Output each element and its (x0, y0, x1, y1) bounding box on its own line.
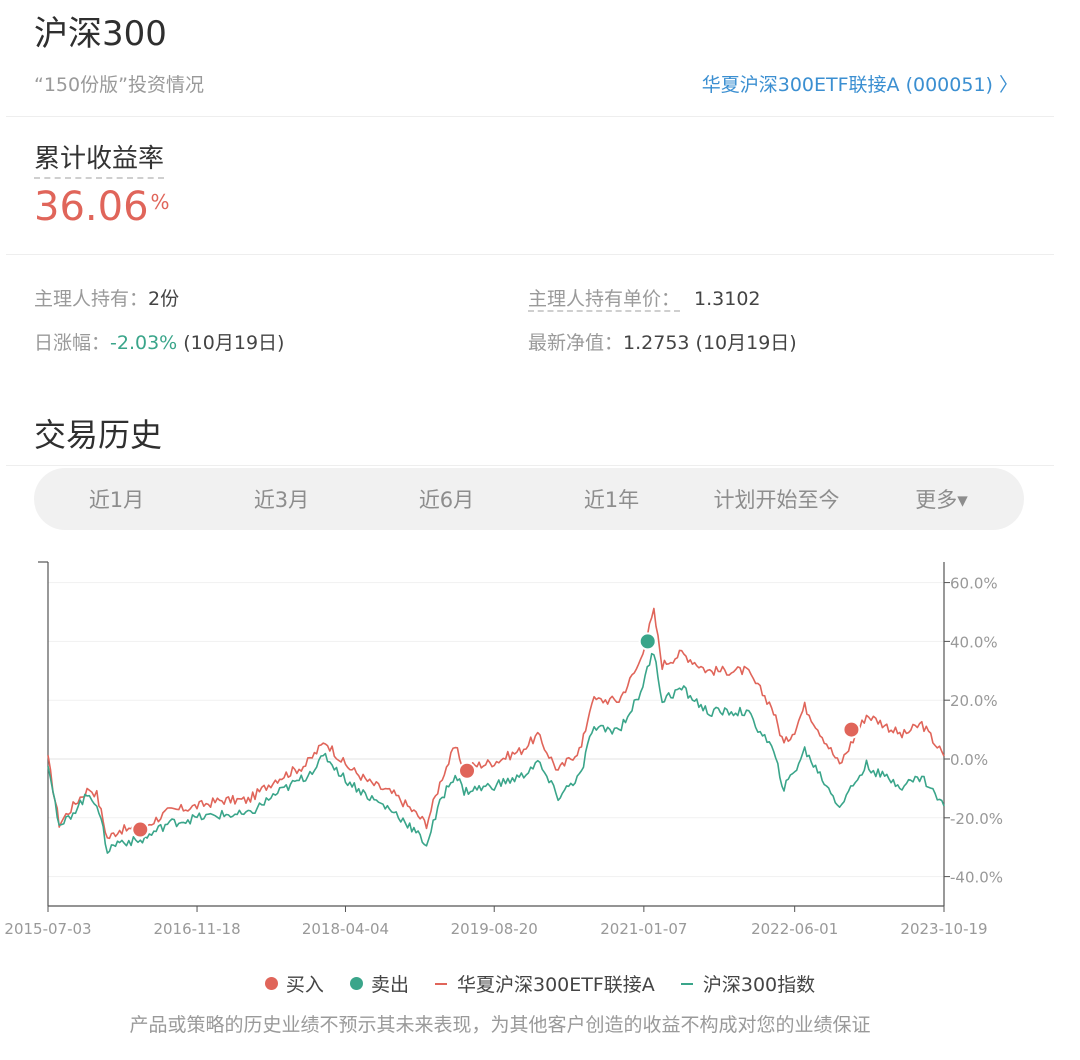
chart-legend: 买入 卖出 华夏沪深300ETF联接A 沪深300指数 (0, 970, 1080, 997)
legend-index[interactable]: 沪深300指数 (680, 974, 816, 996)
tab-1-month[interactable]: 近1月 (88, 488, 145, 512)
x-tick-label: 2018-04-04 (302, 920, 389, 938)
divider (6, 254, 1054, 255)
chart-grid (48, 582, 944, 878)
cumulative-return-unit: % (150, 190, 170, 214)
daily-change-info: 日涨幅：-2.03% (10月19日) (34, 328, 284, 355)
legend-buy-label: 买入 (285, 974, 324, 996)
y-tick-label: 40.0% (950, 633, 998, 651)
fund-link[interactable]: 华夏沪深300ETF联接A (000051) 〉 (701, 74, 1018, 96)
holdings-info: 主理人持有：2份 (34, 284, 179, 311)
buy-marker (131, 820, 150, 839)
x-tick-label: 2015-07-03 (4, 920, 91, 938)
daily-change-value: -2.03% (110, 332, 178, 354)
period-tabs: 近1月 近3月 近6月 近1年 计划开始至今 更多▾ (34, 468, 1024, 530)
disclaimer: 产品或策略的历史业绩不预示其未来表现，为其他客户创造的收益不构成对您的业绩保证 (129, 1014, 871, 1036)
cumulative-return-value: 36.06% (34, 184, 170, 230)
y-tick-label: 0.0% (950, 751, 988, 769)
x-tick-label: 2016-11-18 (153, 920, 240, 938)
chart-series (47, 607, 945, 854)
fund-line-icon (435, 982, 447, 985)
index-series-line (47, 652, 945, 854)
holdings-value: 2份 (148, 288, 180, 310)
buy-marker (842, 720, 861, 739)
legend-fund-label: 华夏沪深300ETF联接A (457, 974, 655, 996)
y-axis-labels: 60.0% 40.0% 20.0% 0.0% -20.0% -40.0% (950, 575, 1003, 887)
nav-value: 1.2753 (10月19日) (623, 332, 797, 354)
x-tick-label: 2023-10-19 (900, 920, 987, 938)
x-tick-label: 2022-06-01 (751, 920, 838, 938)
chart-axes (38, 561, 950, 912)
legend-sell-label: 卖出 (370, 974, 409, 996)
tab-6-months[interactable]: 近6月 (418, 488, 475, 512)
unit-price-value: 1.3102 (694, 288, 761, 310)
legend-buy[interactable]: 买入 (264, 974, 324, 996)
daily-change-date: (10月19日) (177, 332, 285, 354)
tab-3-months[interactable]: 近3月 (253, 488, 310, 512)
y-tick-label: -20.0% (950, 810, 1003, 828)
buy-marker (458, 761, 477, 780)
legend-sell[interactable]: 卖出 (349, 974, 409, 996)
y-tick-label: 20.0% (950, 692, 998, 710)
buy-dot-icon (264, 977, 278, 990)
fund-series-line (47, 607, 945, 840)
sell-dot-icon (349, 977, 363, 990)
tab-1-year[interactable]: 近1年 (583, 488, 640, 512)
y-tick-label: 60.0% (950, 575, 998, 593)
tab-since-start[interactable]: 计划开始至今 (713, 488, 840, 512)
y-tick-label: -40.0% (950, 869, 1003, 887)
page-title: 沪深300 (34, 14, 167, 54)
history-title: 交易历史 (34, 416, 163, 454)
unit-price-info: 主理人持有单价： 1.3102 (528, 284, 761, 312)
daily-change-label: 日涨幅： (34, 332, 111, 354)
sell-marker (638, 632, 657, 651)
divider (6, 465, 1054, 466)
divider (6, 116, 1054, 117)
unit-price-label[interactable]: 主理人持有单价： (528, 288, 681, 312)
index-line-icon (680, 982, 693, 985)
nav-label: 最新净值： (528, 332, 624, 354)
performance-chart: 60.0% 40.0% 20.0% 0.0% -20.0% -40.0% 2015-07-… (4, 561, 1003, 938)
trade-markers (131, 632, 861, 839)
cumulative-return-label[interactable]: 累计收益率 (34, 138, 165, 179)
tab-more-dropdown[interactable]: 更多▾ (915, 488, 968, 512)
legend-index-label: 沪深300指数 (702, 974, 816, 996)
x-tick-label: 2019-08-20 (451, 920, 538, 938)
cumulative-return-number: 36.06 (34, 184, 149, 230)
legend-fund[interactable]: 华夏沪深300ETF联接A (435, 974, 655, 996)
page-subtitle: “150份版”投资情况 (34, 74, 204, 96)
x-tick-label: 2021-01-07 (600, 920, 687, 938)
nav-info: 最新净值：1.2753 (10月19日) (528, 328, 797, 355)
holdings-label: 主理人持有： (34, 288, 149, 310)
x-axis-labels: 2015-07-03 2016-11-18 2018-04-04 2019-08-20… (4, 920, 987, 938)
